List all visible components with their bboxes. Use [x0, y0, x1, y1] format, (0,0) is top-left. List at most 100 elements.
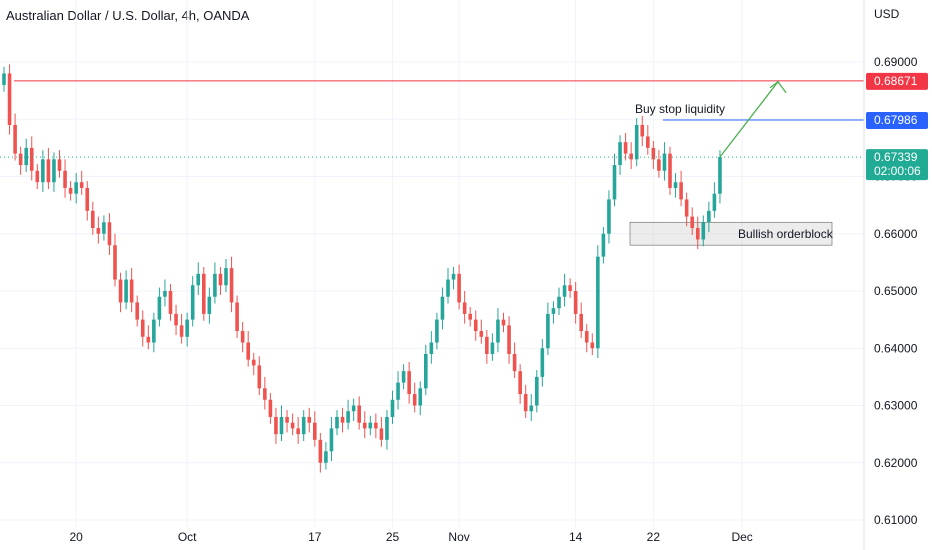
candle-body [324, 451, 328, 463]
candle-body [129, 279, 134, 303]
candle-body [712, 193, 717, 211]
candle-body [462, 302, 467, 314]
candle-body [579, 313, 583, 332]
candle-body [91, 210, 95, 229]
candle-body [601, 233, 606, 257]
candle-body [390, 399, 395, 417]
candle-body [468, 313, 472, 320]
candle-body [290, 422, 295, 429]
candle-body [362, 422, 367, 429]
candle-body [124, 279, 128, 303]
candle-body [196, 273, 201, 286]
y-tick-label: 0.65000 [874, 284, 918, 298]
candle-body [135, 302, 139, 320]
grid [0, 0, 864, 528]
candle-body [718, 157, 722, 194]
candle-body [335, 416, 339, 429]
candle-body [496, 319, 500, 343]
candle-body [512, 353, 517, 372]
orderblock-annotation: Bullish orderblock [738, 227, 834, 241]
price-tag [866, 149, 928, 181]
candle-body [518, 371, 522, 395]
candle-body [85, 187, 90, 211]
candle-body [657, 159, 661, 171]
candle-body [240, 331, 245, 343]
candle-body [57, 159, 62, 171]
candle-body [96, 228, 101, 234]
candle-body [690, 216, 694, 229]
candle-body [235, 302, 239, 332]
candle-body [485, 336, 489, 354]
candle-body [701, 222, 706, 240]
candle-body [535, 376, 539, 406]
candle-body [74, 182, 78, 194]
candle-body [540, 348, 545, 377]
candle-body [623, 142, 628, 154]
x-tick-label: 22 [647, 530, 661, 544]
price-tag-label: 0.68671 [874, 74, 918, 88]
candle-body [285, 416, 289, 423]
candle-body [229, 268, 234, 303]
candle-body [673, 182, 678, 188]
projection-arrow[interactable] [719, 80, 787, 158]
candle-body [584, 331, 589, 343]
candle-body [490, 342, 495, 354]
x-tick-label: Dec [731, 530, 752, 544]
candle-body [357, 405, 361, 423]
candle-body [163, 291, 167, 297]
candle-body [102, 222, 106, 234]
candle-body [18, 153, 23, 166]
candle-body [573, 291, 578, 314]
candle-body [523, 394, 528, 412]
candle-body [557, 296, 561, 309]
candle-body [7, 73, 12, 125]
candle-body [157, 296, 162, 320]
y-tick-label: 0.62000 [874, 456, 918, 470]
x-tick-label: 14 [569, 530, 583, 544]
candle-body [529, 405, 534, 412]
candle-body [118, 279, 123, 303]
candle-body [296, 428, 300, 435]
candle-body [457, 273, 461, 303]
candle-body [213, 273, 217, 297]
candle-body [607, 199, 611, 234]
candle-body [52, 159, 56, 183]
time-axis[interactable]: 20 Oct 17 25 Nov 14 22 Dec [69, 530, 752, 544]
candle-body [473, 319, 478, 332]
candle-body [618, 142, 622, 166]
candle-body [418, 388, 423, 406]
liquidity-annotation: Buy stop liquidity [635, 102, 725, 116]
candle-body [185, 319, 189, 337]
candle-body [63, 170, 67, 188]
y-tick-label: 0.64000 [874, 341, 918, 355]
candle-body [562, 285, 567, 297]
candle-body [407, 371, 411, 395]
candle-body [257, 365, 262, 389]
candle-body [368, 422, 373, 429]
candle-body [24, 147, 28, 166]
candle-body [13, 124, 17, 154]
candle-body [113, 245, 117, 280]
candle-body [35, 170, 40, 183]
candle-body [646, 136, 650, 148]
candle-body [307, 416, 312, 423]
candle-body [429, 342, 434, 354]
y-tick-label: 0.63000 [874, 399, 918, 413]
candle-body [385, 416, 389, 440]
candle-body [396, 382, 400, 400]
chart-title: Australian Dollar / U.S. Dollar, 4h, OAN… [6, 8, 250, 23]
x-tick-label: 17 [308, 530, 322, 544]
candle-body [68, 187, 73, 194]
candle-body [651, 147, 656, 160]
candle-body [279, 416, 284, 435]
candle-body [412, 394, 417, 406]
candle-body [596, 256, 600, 349]
price-tag [866, 112, 928, 130]
projection-arrowhead [769, 80, 787, 94]
candle-body [629, 153, 633, 160]
candle-body [313, 422, 317, 440]
x-tick-label: 25 [386, 530, 400, 544]
candle-body [612, 165, 617, 200]
